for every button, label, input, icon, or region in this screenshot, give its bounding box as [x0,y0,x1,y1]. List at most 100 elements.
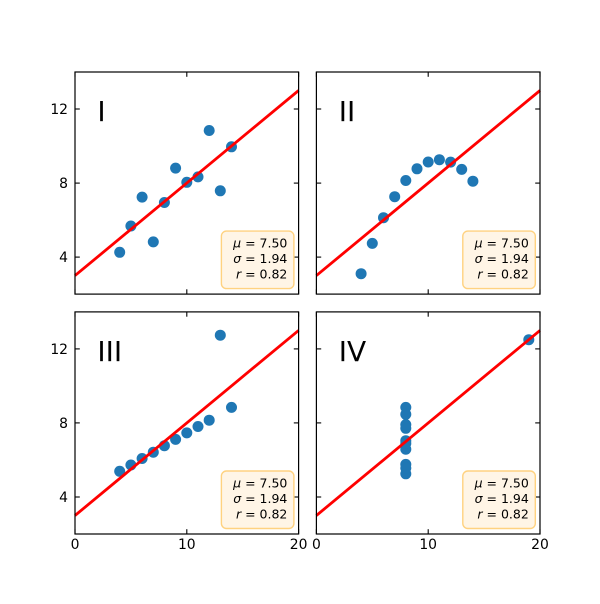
x-tick-label: 10 [419,537,437,553]
scatter-point [114,246,126,258]
scatter-point [366,237,378,249]
tick-marks [74,72,300,295]
stats-symbol: μ [232,236,241,251]
scatter-point [170,433,182,445]
stats-box: μ = 7.50σ = 1.94r = 0.82 [220,470,295,530]
stats-line: σ = 1.94 [233,251,287,266]
y-tick-label: 4 [59,490,68,506]
scatter-point [214,185,226,197]
scatter-point [378,212,389,224]
panel-title: I [97,95,105,128]
stats-symbol: σ [233,251,242,266]
regression-line [74,89,300,277]
regression-line [74,329,300,517]
stats-value: = 1.94 [241,491,287,506]
scatter-point [445,156,457,168]
scatter-point [400,408,412,420]
scatter-point [433,154,445,166]
scatter-point [422,156,434,168]
x-tick-label: 10 [178,537,196,553]
stats-value: = 7.50 [483,236,529,251]
stats-line: σ = 1.94 [475,251,529,266]
stats-symbol: r [477,267,483,282]
panel-title: II [339,95,356,128]
stats-line: σ = 1.94 [475,491,529,506]
stats-line: μ = 7.50 [232,476,287,491]
stats-value: = 1.94 [241,251,287,266]
stats-box: μ = 7.50σ = 1.94r = 0.82 [220,230,295,290]
panel-IV: 0 10 20 IV μ = 7.50σ = 1.94r = 0.82 [312,311,549,553]
stats-symbol: σ [233,491,242,506]
regression-line [315,329,541,517]
stats-box: μ = 7.50σ = 1.94r = 0.82 [462,470,536,530]
panel-III: 0 10 20 4 8 12 III μ = 7.50σ = 1.94r = 0.82 [50,311,308,553]
stats-value: = 1.94 [483,491,529,506]
scatter-point [114,465,126,477]
stats-value: = 7.50 [483,476,529,491]
tick-marks [315,311,541,534]
stats-line: μ = 7.50 [232,236,287,251]
x-tick-label: 0 [71,537,80,553]
stats-line: r = 0.82 [236,507,287,522]
stats-line: μ = 7.50 [474,236,529,251]
y-tick-label: 12 [50,342,68,358]
stats-value: = 7.50 [241,236,287,251]
stats-value: = 1.94 [483,251,529,266]
panel-II: II μ = 7.50σ = 1.94r = 0.82 [315,71,541,295]
x-tick-label: 20 [531,537,549,553]
stats-box-background [462,230,536,290]
panel-title: III [97,335,122,368]
stats-symbol: r [477,507,483,522]
scatter-points [114,329,237,477]
scatter-point [214,329,226,341]
scatter-point [355,268,367,280]
scatter-point [136,191,148,203]
stats-box-background [220,230,295,290]
stats-line: r = 0.82 [477,267,528,282]
scatter-point [400,462,412,474]
tick-marks [315,72,541,295]
stats-symbol: r [236,507,242,522]
scatter-point [181,427,193,439]
scatter-point [203,125,215,136]
stats-value: = 0.82 [241,507,287,522]
scatter-point [147,236,159,248]
scatter-points [355,154,479,280]
stats-value: = 0.82 [483,267,529,282]
y-tick-label: 8 [59,176,68,192]
scatter-point [400,419,412,431]
stats-value: = 0.82 [241,267,287,282]
scatter-point [411,163,423,175]
stats-line: μ = 7.50 [474,476,529,491]
stats-symbol: μ [232,476,241,491]
scatter-points [114,125,237,258]
stats-value: = 7.50 [241,476,287,491]
stats-box-background [220,470,295,530]
scatter-points [400,334,535,480]
scatter-point [456,163,468,175]
stats-line: σ = 1.94 [233,491,287,506]
scatter-point [203,414,215,426]
scatter-point [192,171,204,183]
x-tick-label: 0 [312,537,321,553]
panel-title: IV [339,335,366,368]
stats-box: μ = 7.50σ = 1.94r = 0.82 [462,230,536,290]
y-tick-label: 12 [50,102,68,118]
stats-symbol: r [236,267,242,282]
scatter-point [400,175,412,186]
stats-box-background [462,470,536,530]
stats-symbol: μ [474,476,483,491]
x-tick-label: 20 [290,537,308,553]
scatter-point [226,401,237,413]
y-tick-label: 4 [59,250,68,266]
stats-line: r = 0.82 [477,507,528,522]
panel-I: 4 8 12 Iμ = 7.50σ = 1.94r = 0.82 [50,71,300,295]
scatter-point [467,175,479,187]
scatter-point [389,191,401,203]
regression-line [315,89,541,277]
y-tick-label: 8 [59,416,68,432]
stats-line: r = 0.82 [236,267,287,282]
stats-symbol: μ [474,236,483,251]
